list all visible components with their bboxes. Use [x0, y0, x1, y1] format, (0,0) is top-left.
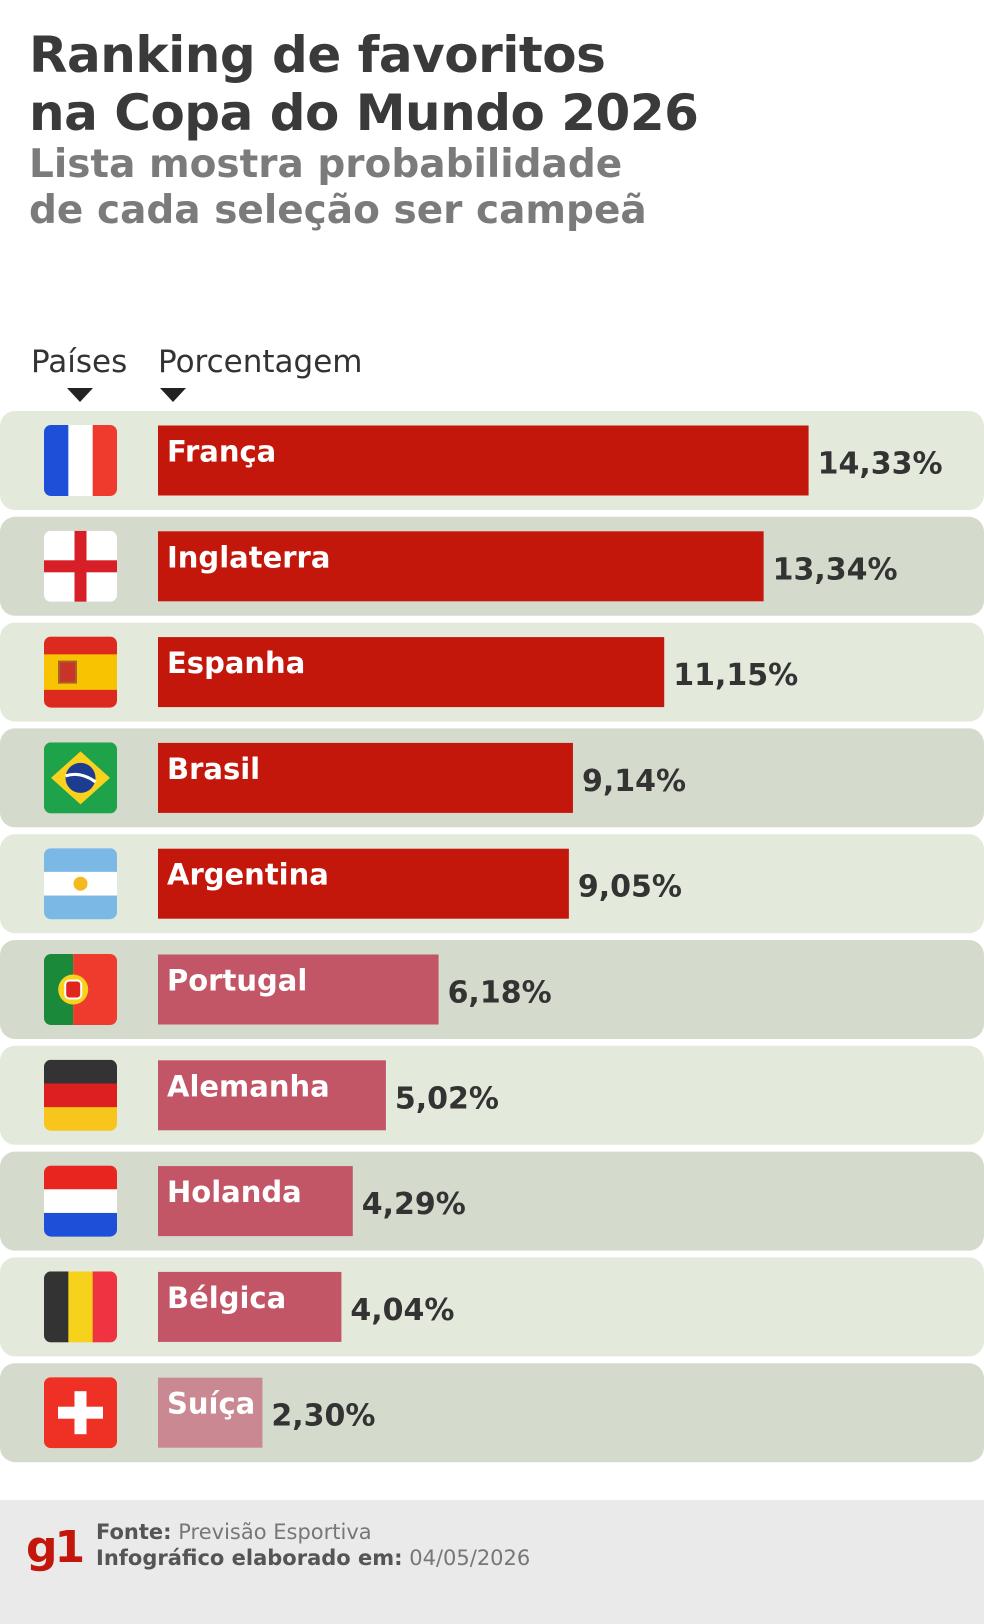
netherlands-flag-icon	[44, 1165, 117, 1237]
bar-category-label: Holanda	[167, 1175, 302, 1209]
bar-category-label: Argentina	[167, 858, 329, 892]
bar-value-label: 5,02%	[395, 1081, 499, 1116]
chart-subtitle: Lista mostra probabilidade de cada seleç…	[29, 142, 647, 234]
bar-value-label: 9,05%	[578, 870, 682, 905]
bar-value-label: 11,15%	[673, 658, 798, 693]
bar-category-label: Suíça	[167, 1387, 255, 1421]
chart-subtitle-line-1: Lista mostra probabilidade	[29, 142, 623, 187]
chart-row: Espanha 11,15%	[0, 622, 984, 722]
row-background	[0, 1257, 984, 1357]
chart-row: Suíça 2,30%	[0, 1363, 984, 1463]
brazil-flag-icon	[44, 742, 117, 814]
bar-value-label: 6,18%	[448, 976, 552, 1011]
bar	[158, 1377, 263, 1448]
bar-value-label: 2,30%	[271, 1399, 375, 1434]
row-background	[0, 1363, 984, 1463]
bar	[158, 954, 439, 1025]
bar-category-label: Brasil	[167, 752, 260, 786]
bar-value-label: 13,34%	[773, 552, 898, 587]
bar-category-label: Espanha	[167, 646, 305, 680]
bar-category-label: Bélgica	[167, 1281, 286, 1315]
chart-title-line-1: Ranking de favoritos	[29, 26, 606, 84]
bar-value-label: 9,14%	[582, 764, 686, 799]
bar	[158, 425, 809, 496]
date-value: 04/05/2026	[409, 1546, 531, 1570]
chart-row: Portugal 6,18%	[0, 940, 984, 1039]
chart-row: Argentina 9,05%	[0, 834, 984, 934]
chart-row: Inglaterra 13,34%	[0, 516, 984, 616]
england-flag-icon	[44, 530, 117, 602]
percent-column-label: Porcentagem	[158, 344, 363, 380]
chart-row: Alemanha 5,02%	[0, 1045, 984, 1145]
source-label: Fonte:	[96, 1520, 172, 1544]
chart-row: França 14,33%	[0, 411, 984, 510]
bar-category-label: França	[167, 435, 276, 469]
bar	[158, 1166, 353, 1237]
footer: g1 Fonte: Previsão Esportiva Infográfico…	[0, 1500, 984, 1624]
bar-category-label: Portugal	[167, 964, 307, 998]
argentina-flag-icon	[44, 848, 117, 920]
bar	[158, 848, 569, 919]
bar	[158, 531, 764, 602]
source-value: Previsão Esportiva	[178, 1520, 372, 1544]
g1-logo: g1	[26, 1522, 85, 1573]
belgium-flag-icon	[44, 1271, 117, 1343]
countries-column-label: Países	[31, 344, 128, 380]
bar-chart: França 14,33% Inglaterra 13,34% Espanha 11,15…	[0, 411, 984, 1463]
date-label: Infográfico elaborado em:	[96, 1546, 403, 1570]
source-line: Fonte: Previsão Esportiva	[96, 1520, 372, 1544]
chart-row: Bélgica 4,04%	[0, 1257, 984, 1357]
bar	[158, 1271, 342, 1342]
countries-arrow-icon	[67, 388, 93, 402]
chart-row: Holanda 4,29%	[0, 1151, 984, 1251]
row-background	[0, 1151, 984, 1251]
bar-value-label: 4,29%	[362, 1187, 466, 1222]
percent-arrow-icon	[160, 388, 186, 402]
bar	[158, 637, 665, 708]
chart-title-line-2: na Copa do Mundo 2026	[29, 84, 699, 142]
germany-flag-icon	[44, 1059, 117, 1131]
portugal-flag-icon	[44, 954, 117, 1025]
bar	[158, 742, 573, 813]
bar-value-label: 4,04%	[350, 1293, 454, 1328]
chart-title: Ranking de favoritos na Copa do Mundo 20…	[29, 26, 699, 142]
france-flag-icon	[44, 425, 117, 496]
bar	[158, 1060, 386, 1131]
switzerland-flag-icon	[44, 1377, 117, 1449]
spain-flag-icon	[44, 636, 117, 708]
chart-row: Brasil 9,14%	[0, 728, 984, 828]
date-line: Infográfico elaborado em: 04/05/2026	[96, 1546, 530, 1570]
bar-value-label: 14,33%	[818, 447, 943, 482]
bar-category-label: Inglaterra	[167, 540, 330, 574]
chart-subtitle-line-2: de cada seleção ser campeã	[29, 188, 647, 233]
bar-category-label: Alemanha	[167, 1069, 330, 1103]
